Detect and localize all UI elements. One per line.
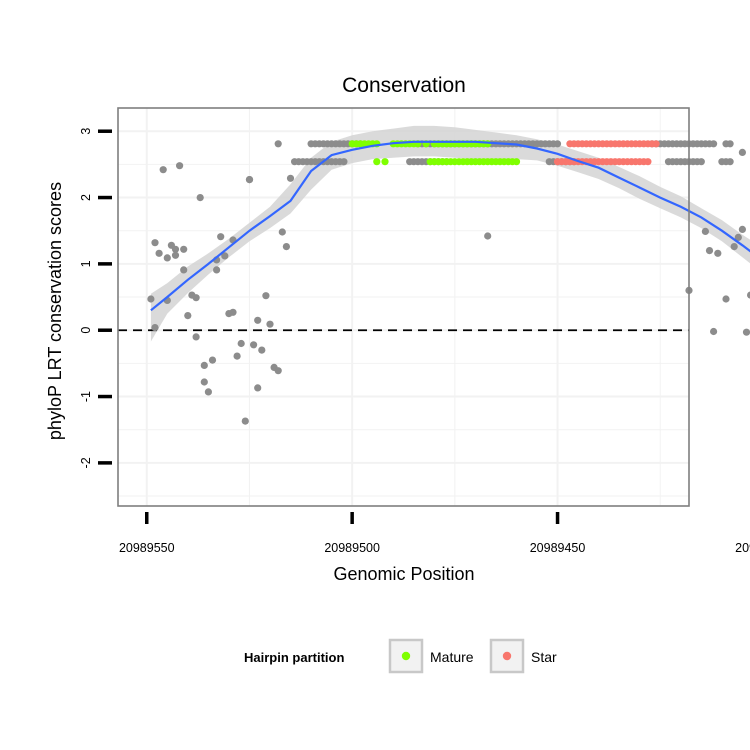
legend-label-mature: Mature	[430, 649, 474, 665]
point-other	[233, 352, 241, 360]
point-other	[176, 162, 184, 170]
point-other	[710, 327, 718, 336]
point-other	[208, 356, 217, 364]
point-other	[266, 320, 274, 328]
point-other	[262, 292, 270, 300]
point-other	[278, 228, 286, 236]
point-other	[726, 140, 734, 148]
grid-lines	[118, 108, 689, 506]
point-other	[484, 232, 492, 240]
point-other	[254, 384, 262, 392]
point-other	[701, 227, 710, 235]
point-other	[221, 252, 229, 260]
y-tick-label: 3	[79, 128, 93, 135]
point-other	[258, 346, 266, 354]
point-star	[644, 158, 652, 166]
x-tick-label: 20989500	[324, 541, 380, 555]
point-other	[254, 316, 262, 324]
point-other	[286, 174, 295, 182]
point-other	[710, 140, 718, 148]
point-other	[282, 243, 290, 251]
y-axis-title: phyloP LRT conservation scores	[45, 182, 65, 440]
y-tick-label: 1	[79, 260, 93, 267]
legend-entry-star: Star	[489, 638, 557, 674]
point-other	[200, 361, 208, 369]
panel-border	[117, 107, 690, 507]
point-other	[217, 233, 225, 241]
point-other	[180, 245, 188, 253]
point-other	[705, 247, 714, 255]
y-tick-label: -2	[79, 457, 93, 468]
point-mature	[373, 158, 381, 166]
smooth-curve	[150, 140, 750, 312]
point-mature	[381, 158, 389, 166]
point-other	[151, 324, 159, 332]
point-other	[213, 266, 221, 274]
y-axis-ticks: -2 -1 0 1 2 3	[79, 128, 112, 468]
point-other	[155, 249, 163, 257]
legend-entry-mature: Mature	[388, 638, 474, 674]
point-other	[274, 367, 282, 375]
legend-label-star: Star	[531, 649, 557, 665]
point-other	[250, 341, 258, 349]
y-tick-label: 0	[79, 327, 93, 334]
point-other	[747, 291, 750, 299]
chart-title: Conservation	[342, 74, 466, 97]
point-other	[734, 233, 742, 241]
point-other	[245, 176, 254, 184]
x-tick-label: 20989450	[530, 541, 586, 555]
point-other	[274, 140, 282, 148]
point-other	[151, 239, 159, 247]
point-other	[742, 328, 750, 336]
plot-panel	[117, 107, 750, 507]
point-other	[738, 148, 747, 156]
point-other	[196, 194, 204, 202]
point-other	[200, 378, 208, 386]
x-axis-title: Genomic Position	[333, 564, 474, 584]
legend-dot-star	[502, 651, 512, 661]
point-other	[163, 254, 171, 262]
legend: Hairpin partition Mature Star	[244, 638, 557, 674]
point-star	[652, 140, 660, 148]
point-other	[171, 245, 180, 253]
confidence-band	[150, 125, 750, 342]
point-other	[714, 249, 722, 257]
point-other	[171, 251, 180, 259]
legend-dot-mature	[401, 651, 411, 661]
point-other	[697, 158, 705, 166]
point-other	[722, 295, 730, 303]
y-tick-label: 2	[79, 194, 93, 201]
y-tick-label: -1	[79, 391, 93, 402]
point-other	[204, 388, 212, 396]
point-other	[730, 243, 738, 251]
point-other	[147, 295, 155, 303]
point-mature	[512, 158, 521, 166]
legend-title: Hairpin partition	[244, 650, 344, 665]
point-other	[237, 339, 245, 348]
point-other	[340, 158, 348, 166]
x-tick-label: 20989550	[119, 541, 175, 555]
x-tick-label: 20989400	[735, 541, 750, 555]
point-other	[553, 140, 562, 148]
point-other	[229, 308, 237, 316]
point-other	[192, 294, 200, 302]
point-other	[180, 266, 188, 274]
point-other	[159, 166, 167, 174]
point-other	[726, 158, 734, 166]
point-other	[738, 225, 747, 233]
point-other	[241, 417, 249, 425]
point-other	[184, 312, 192, 320]
point-other	[192, 333, 200, 341]
x-axis-ticks: 20989550 20989500 20989450 20989400	[119, 512, 750, 555]
